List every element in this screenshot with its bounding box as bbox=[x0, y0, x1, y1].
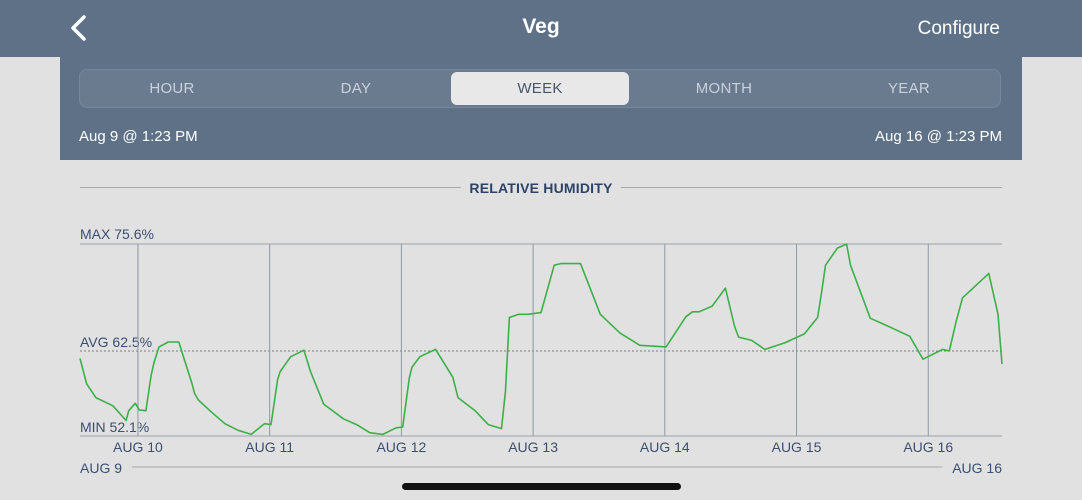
min-label: MIN 52.1% bbox=[80, 419, 150, 435]
tab-day[interactable]: DAY bbox=[340, 80, 372, 97]
tab-year[interactable]: YEAR bbox=[887, 80, 931, 97]
title-rule-right bbox=[621, 187, 1002, 188]
home-indicator[interactable] bbox=[402, 483, 681, 490]
configure-button[interactable]: Configure bbox=[917, 18, 1000, 39]
period-segmented-control: HOUR DAY WEEK MONTH YEAR bbox=[79, 69, 1001, 108]
range-end-label: AUG 16 bbox=[952, 460, 1002, 476]
x-tick-label: AUG 13 bbox=[508, 439, 558, 455]
time-range-panel: HOUR DAY WEEK MONTH YEAR Aug 9 @ 1:23 PM… bbox=[60, 57, 1022, 160]
tab-week[interactable]: WEEK bbox=[451, 72, 629, 105]
chevron-left-icon bbox=[71, 15, 86, 41]
back-button[interactable] bbox=[64, 10, 100, 46]
x-tick-label: AUG 15 bbox=[772, 439, 822, 455]
range-start-time: Aug 9 @ 1:23 PM bbox=[79, 128, 198, 145]
nav-bar: Veg Configure bbox=[0, 0, 1082, 57]
chart-title: RELATIVE HUMIDITY bbox=[469, 180, 613, 196]
x-tick-label: AUG 14 bbox=[640, 439, 690, 455]
avg-label: AVG 62.5% bbox=[80, 334, 153, 350]
range-end-time: Aug 16 @ 1:23 PM bbox=[875, 128, 1002, 145]
max-label: MAX 75.6% bbox=[80, 226, 154, 242]
tab-month[interactable]: MONTH bbox=[695, 80, 753, 97]
x-tick-label: AUG 12 bbox=[376, 439, 426, 455]
range-start-label: AUG 9 bbox=[80, 460, 123, 476]
page-title: Veg bbox=[522, 15, 560, 38]
x-tick-label: AUG 11 bbox=[245, 439, 294, 455]
tab-hour[interactable]: HOUR bbox=[149, 80, 195, 97]
x-tick-label: AUG 16 bbox=[903, 439, 953, 455]
series-line bbox=[79, 243, 1003, 436]
x-tick-label: AUG 10 bbox=[113, 439, 163, 455]
title-rule-left bbox=[80, 187, 461, 188]
